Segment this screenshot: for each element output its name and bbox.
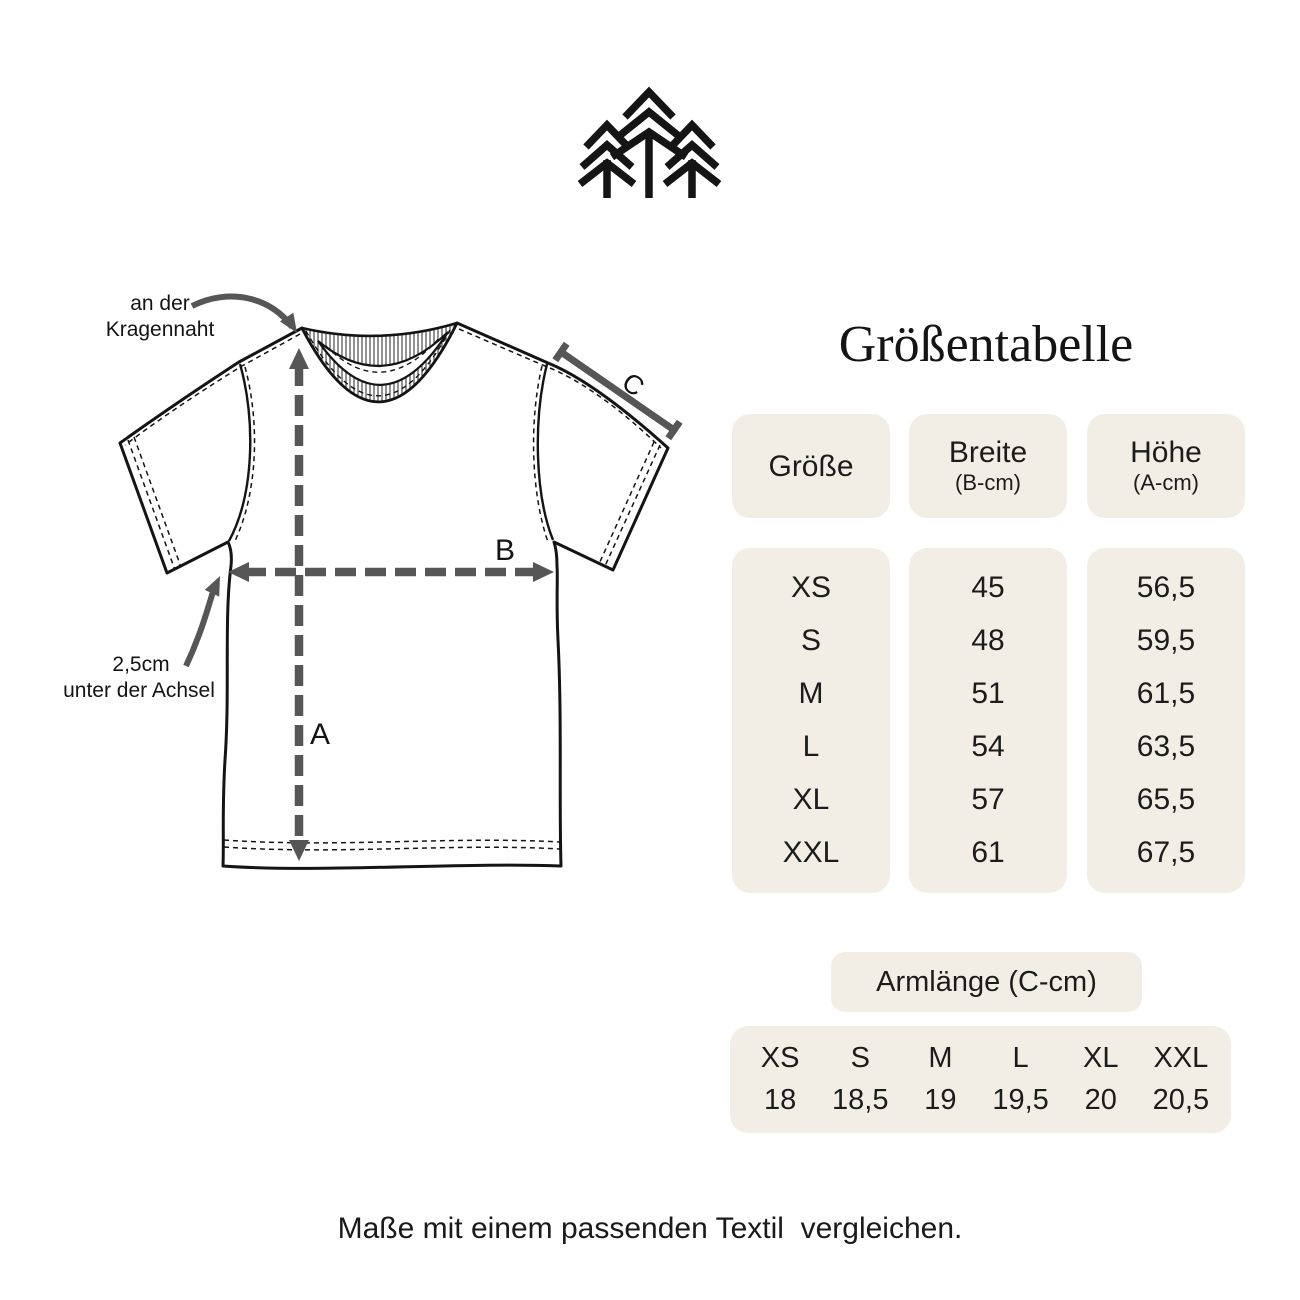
dimension-line-b: B — [228, 534, 554, 582]
dimension-line-a: A — [289, 348, 330, 861]
arm-size-cell: S — [850, 1042, 870, 1075]
hoehe-cell: 59,5 — [1136, 624, 1196, 658]
size-table-column-sizes: XS S M L XL XXL — [732, 548, 890, 893]
tshirt-outline — [118, 321, 670, 870]
label-b: B — [495, 534, 515, 567]
arm-table-values-row: 18 18,5 19 19,5 20 20,5 — [740, 1083, 1221, 1116]
hoehe-cell: 65,5 — [1136, 782, 1196, 816]
bottom-caption: Maße mit einem passenden Textil vergleic… — [337, 1212, 963, 1245]
arm-size-cell: L — [1012, 1042, 1029, 1075]
column-label: Breite — [948, 436, 1028, 470]
column-sublabel: (A-cm) — [1133, 470, 1199, 496]
annotation-under-armpit: 2,5cm unter der Achsel — [63, 576, 220, 702]
arm-table-header: Armlänge (C-cm) — [831, 952, 1142, 1012]
arm-value-cell: 20,5 — [1152, 1083, 1210, 1116]
column-sublabel: (B-cm) — [955, 470, 1021, 496]
hoehe-cell: 63,5 — [1136, 729, 1196, 763]
three-trees-logo-icon — [577, 86, 722, 198]
column-label: Größe — [768, 449, 854, 483]
arm-size-cell: XL — [1083, 1042, 1119, 1075]
arm-size-cell: XS — [760, 1042, 800, 1075]
arm-size-cell: M — [928, 1042, 953, 1075]
size-cell: S — [800, 624, 821, 658]
size-table-column-hoehe: 56,5 59,5 61,5 63,5 65,5 67,5 — [1087, 548, 1245, 893]
breite-cell: 61 — [971, 835, 1005, 869]
breite-cell: 48 — [971, 624, 1005, 658]
size-cell: XL — [792, 782, 830, 816]
page-title: Größentabelle — [838, 316, 1134, 373]
column-label: Höhe — [1130, 436, 1202, 470]
size-cell: M — [798, 677, 824, 711]
arm-value-cell: 18 — [763, 1083, 797, 1116]
size-table-header-breite: Breite (B-cm) — [909, 414, 1067, 518]
breite-cell: 54 — [971, 729, 1005, 763]
svg-text:2,5cm: 2,5cm — [112, 653, 169, 676]
hoehe-cell: 56,5 — [1136, 571, 1196, 605]
svg-text:unter der Achsel: unter der Achsel — [63, 679, 215, 702]
size-cell: XXL — [782, 835, 840, 869]
tshirt-measurement-diagram: A B C an der Kragennaht 2,5cm — [63, 292, 683, 870]
svg-text:Kragennaht: Kragennaht — [106, 318, 215, 341]
size-table-header-groesse: Größe — [732, 414, 890, 518]
hoehe-cell: 61,5 — [1136, 677, 1196, 711]
size-cell: L — [802, 729, 820, 763]
size-cell: XS — [790, 571, 832, 605]
arm-value-cell: 19,5 — [992, 1083, 1049, 1116]
size-table-column-breite: 45 48 51 54 57 61 — [909, 548, 1067, 893]
arm-table-body: XS S M L XL XXL 18 18,5 19 19,5 20 20,5 — [730, 1026, 1231, 1133]
hoehe-cell: 67,5 — [1136, 835, 1196, 869]
arm-size-cell: XXL — [1153, 1042, 1209, 1075]
breite-cell: 45 — [971, 571, 1005, 605]
breite-cell: 51 — [971, 677, 1005, 711]
tshirt-collar — [300, 321, 459, 403]
arm-value-cell: 20 — [1084, 1083, 1117, 1116]
label-a: A — [310, 718, 330, 751]
arm-table-sizes-row: XS S M L XL XXL — [740, 1044, 1221, 1073]
size-table-header-hoehe: Höhe (A-cm) — [1087, 414, 1245, 518]
breite-cell: 57 — [971, 782, 1005, 816]
annotation-collar-seam: an der Kragennaht — [106, 292, 297, 341]
arm-value-cell: 18,5 — [832, 1083, 889, 1116]
arm-value-cell: 19 — [924, 1083, 957, 1116]
svg-text:an der: an der — [130, 292, 190, 315]
